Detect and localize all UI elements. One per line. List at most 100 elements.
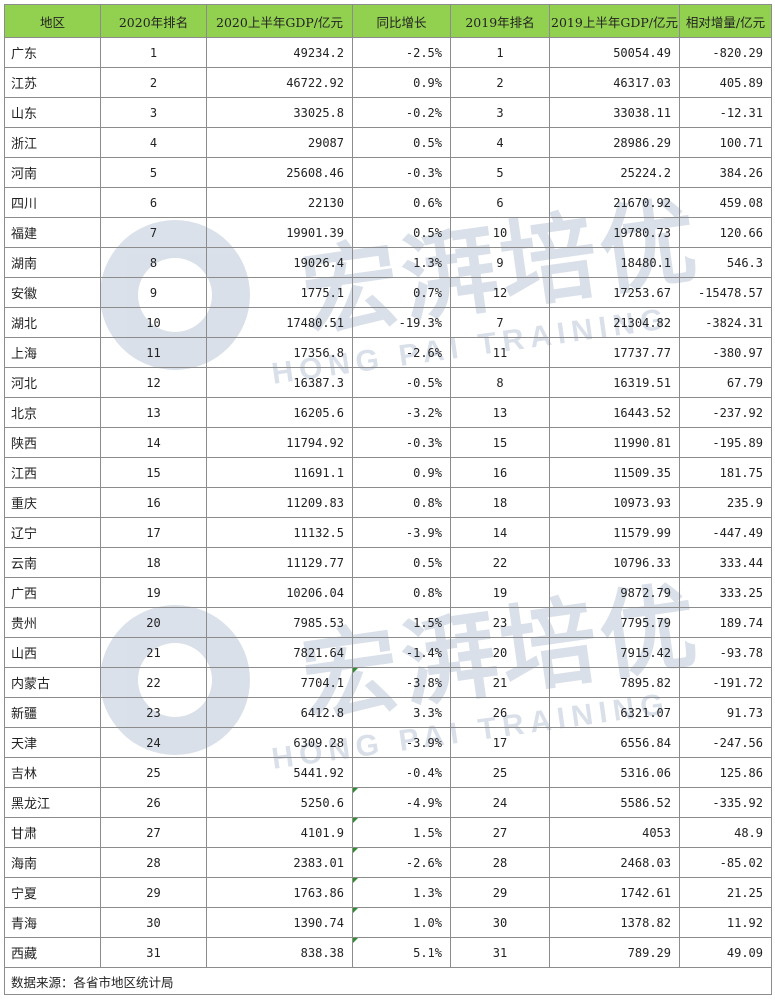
cell-increment: -335.92 (679, 787, 772, 818)
cell-comment-marker-icon (353, 908, 358, 913)
table-row: 上海 11 17356.8 -2.6% 11 17737.77 -380.97 (4, 337, 772, 368)
cell-region: 浙江 (4, 127, 101, 158)
cell-rank-2019: 6 (450, 187, 550, 218)
cell-rank-2020: 12 (100, 367, 207, 398)
table-row: 山东 3 33025.8 -0.2% 3 33038.11 -12.31 (4, 97, 772, 128)
cell-increment: 189.74 (679, 607, 772, 638)
cell-growth: 3.3% (352, 697, 451, 728)
cell-rank-2019: 27 (450, 817, 550, 848)
cell-gdp-2019: 50054.49 (549, 37, 680, 68)
cell-rank-2019: 2 (450, 67, 550, 98)
cell-rank-2019: 13 (450, 397, 550, 428)
cell-increment: -191.72 (679, 667, 772, 698)
cell-gdp-2019: 25224.2 (549, 157, 680, 188)
table-row: 江西 15 11691.1 0.9% 16 11509.35 181.75 (4, 457, 772, 488)
cell-rank-2019: 17 (450, 727, 550, 758)
cell-gdp-2020: 5441.92 (206, 757, 353, 788)
cell-region: 山西 (4, 637, 101, 668)
cell-gdp-2020: 6412.8 (206, 697, 353, 728)
table-row: 贵州 20 7985.53 1.5% 23 7795.79 189.74 (4, 607, 772, 638)
cell-rank-2020: 7 (100, 217, 207, 248)
cell-gdp-2019: 7915.42 (549, 637, 680, 668)
cell-gdp-2020: 16205.6 (206, 397, 353, 428)
cell-rank-2019: 26 (450, 697, 550, 728)
source-row: 数据来源：各省市地区统计局 (4, 967, 772, 995)
cell-rank-2020: 31 (100, 937, 207, 968)
cell-growth: -1.4% (352, 637, 451, 668)
table-row: 河北 12 16387.3 -0.5% 8 16319.51 67.79 (4, 367, 772, 398)
table-row: 甘肃 27 4101.9 1.5% 27 4053 48.9 (4, 817, 772, 848)
cell-rank-2019: 28 (450, 847, 550, 878)
table-row: 重庆 16 11209.83 0.8% 18 10973.93 235.9 (4, 487, 772, 518)
cell-rank-2019: 20 (450, 637, 550, 668)
cell-growth: 0.9% (352, 67, 451, 98)
cell-gdp-2020: 17356.8 (206, 337, 353, 368)
cell-growth: -3.9% (352, 517, 451, 548)
cell-increment: 21.25 (679, 877, 772, 908)
table-body: 广东 1 49234.2 -2.5% 1 50054.49 -820.29 江苏 2 46722.… (4, 37, 772, 968)
cell-rank-2020: 20 (100, 607, 207, 638)
cell-region: 新疆 (4, 697, 101, 728)
cell-gdp-2019: 11579.99 (549, 517, 680, 548)
table-row: 西藏 31 838.38 5.1% 31 789.29 49.09 (4, 937, 772, 968)
cell-region: 广西 (4, 577, 101, 608)
cell-growth: 1.5% (352, 817, 451, 848)
cell-increment: -247.56 (679, 727, 772, 758)
cell-comment-marker-icon (353, 938, 358, 943)
cell-rank-2019: 30 (450, 907, 550, 938)
cell-gdp-2019: 6321.07 (549, 697, 680, 728)
cell-increment: -380.97 (679, 337, 772, 368)
header-growth: 同比增长 (352, 4, 451, 38)
cell-growth: -4.9% (352, 787, 451, 818)
cell-gdp-2020: 11691.1 (206, 457, 353, 488)
table-row: 吉林 25 5441.92 -0.4% 25 5316.06 125.86 (4, 757, 772, 788)
header-rank-2019: 2019年排名 (450, 4, 550, 38)
cell-gdp-2019: 4053 (549, 817, 680, 848)
table-row: 河南 5 25608.46 -0.3% 5 25224.2 384.26 (4, 157, 772, 188)
cell-gdp-2020: 17480.51 (206, 307, 353, 338)
cell-gdp-2019: 5316.06 (549, 757, 680, 788)
cell-increment: -447.49 (679, 517, 772, 548)
cell-gdp-2020: 7985.53 (206, 607, 353, 638)
cell-gdp-2020: 11129.77 (206, 547, 353, 578)
cell-growth: -0.5% (352, 367, 451, 398)
cell-growth: -0.2% (352, 97, 451, 128)
cell-region: 内蒙古 (4, 667, 101, 698)
cell-increment: 49.09 (679, 937, 772, 968)
cell-increment: 181.75 (679, 457, 772, 488)
cell-growth: -2.6% (352, 847, 451, 878)
cell-growth: -19.3% (352, 307, 451, 338)
cell-increment: -12.31 (679, 97, 772, 128)
cell-region: 江西 (4, 457, 101, 488)
cell-rank-2020: 10 (100, 307, 207, 338)
cell-rank-2019: 21 (450, 667, 550, 698)
cell-gdp-2020: 46722.92 (206, 67, 353, 98)
table-row: 江苏 2 46722.92 0.9% 2 46317.03 405.89 (4, 67, 772, 98)
cell-gdp-2019: 17253.67 (549, 277, 680, 308)
cell-gdp-2019: 9872.79 (549, 577, 680, 608)
cell-rank-2020: 24 (100, 727, 207, 758)
cell-growth: 0.5% (352, 127, 451, 158)
table-row: 山西 21 7821.64 -1.4% 20 7915.42 -93.78 (4, 637, 772, 668)
cell-increment: 384.26 (679, 157, 772, 188)
cell-increment: -85.02 (679, 847, 772, 878)
cell-increment: -93.78 (679, 637, 772, 668)
cell-increment: 459.08 (679, 187, 772, 218)
header-gdp-2019: 2019上半年GDP/亿元 (549, 4, 680, 38)
cell-region: 西藏 (4, 937, 101, 968)
gdp-table: 地区 2020年排名 2020上半年GDP/亿元 同比增长 2019年排名 20… (4, 4, 772, 995)
cell-region: 上海 (4, 337, 101, 368)
cell-rank-2019: 1 (450, 37, 550, 68)
table-row: 云南 18 11129.77 0.5% 22 10796.33 333.44 (4, 547, 772, 578)
cell-gdp-2020: 7821.64 (206, 637, 353, 668)
cell-growth: -0.3% (352, 427, 451, 458)
cell-gdp-2019: 18480.1 (549, 247, 680, 278)
source-note: 数据来源：各省市地区统计局 (4, 967, 772, 995)
cell-growth: 5.1% (352, 937, 451, 968)
cell-gdp-2020: 19026.4 (206, 247, 353, 278)
cell-gdp-2019: 10973.93 (549, 487, 680, 518)
cell-comment-marker-icon (353, 848, 358, 853)
cell-gdp-2019: 46317.03 (549, 67, 680, 98)
cell-gdp-2020: 7704.1 (206, 667, 353, 698)
cell-rank-2019: 15 (450, 427, 550, 458)
